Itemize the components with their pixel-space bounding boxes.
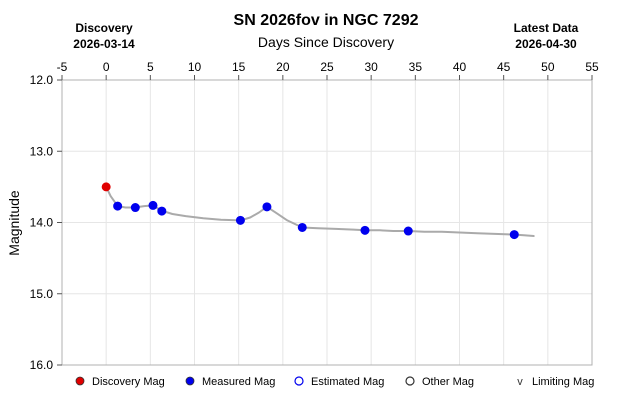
y-tick-label: 12.0 xyxy=(30,73,54,87)
trend-line-layer xyxy=(105,185,535,237)
data-point-layer xyxy=(101,182,519,240)
limiting-mag-legend-label: Limiting Mag xyxy=(532,376,594,388)
measured-mag-point xyxy=(113,201,123,211)
measured-mag-legend-marker xyxy=(185,376,195,386)
latest-data-date: 2026-04-30 xyxy=(515,37,577,51)
discovery-mag-point xyxy=(101,182,111,192)
other-mag-legend-marker xyxy=(405,376,415,386)
estimated-mag-legend-marker xyxy=(294,376,304,386)
measured-mag-point xyxy=(360,225,370,235)
y-axis-ticks: 12.0 13.0 14.0 15.0 16.0 xyxy=(30,73,62,372)
measured-mag-point xyxy=(509,230,519,240)
x-tick-label: 35 xyxy=(409,60,423,74)
x-tick-label: 20 xyxy=(276,60,290,74)
x-tick-label: 45 xyxy=(497,60,511,74)
y-tick-label: 14.0 xyxy=(30,216,54,230)
discovery-mag-legend-marker xyxy=(75,376,85,386)
x-tick-label: 0 xyxy=(103,60,110,74)
top-x-axis-label: Days Since Discovery xyxy=(258,34,394,50)
measured-mag-point xyxy=(262,202,272,212)
y-axis-label: Magnitude xyxy=(6,190,22,256)
y-tick-label: 16.0 xyxy=(30,358,54,372)
y-tick-label: 13.0 xyxy=(30,144,54,158)
x-tick-label: 15 xyxy=(232,60,246,74)
discovery-mag-legend-label: Discovery Mag xyxy=(92,376,165,388)
measured-mag-point xyxy=(297,222,307,232)
gridlines xyxy=(61,79,593,366)
measured-mag-point xyxy=(130,203,140,213)
discovery-date: 2026-03-14 xyxy=(73,37,135,51)
x-tick-label: 10 xyxy=(188,60,202,74)
legend: Discovery Mag Measured Mag Estimated Mag Ot… xyxy=(75,376,594,388)
estimated-mag-legend-label: Estimated Mag xyxy=(311,376,384,388)
measured-mag-point xyxy=(157,206,167,216)
measured-mag-point xyxy=(148,200,158,210)
measured-mag-legend-label: Measured Mag xyxy=(202,376,275,388)
x-tick-label: 50 xyxy=(541,60,555,74)
x-tick-label: 30 xyxy=(364,60,378,74)
x-tick-label: 5 xyxy=(147,60,154,74)
y-tick-label: 15.0 xyxy=(30,287,54,301)
x-tick-label: 40 xyxy=(453,60,467,74)
discovery-label: Discovery xyxy=(75,21,133,35)
limiting-mag-legend-marker: v xyxy=(517,376,523,388)
chart-title: SN 2026fov in NGC 7292 xyxy=(234,12,419,29)
x-tick-label: 25 xyxy=(320,60,334,74)
x-axis-ticks: -5 0 5 10 15 20 25 30 35 40 45 50 55 xyxy=(57,60,599,80)
x-tick-label: 55 xyxy=(585,60,599,74)
x-tick-label: -5 xyxy=(57,60,68,74)
measured-mag-point xyxy=(403,226,413,236)
other-mag-legend-label: Other Mag xyxy=(422,376,474,388)
trend-line xyxy=(105,185,535,237)
latest-data-label: Latest Data xyxy=(514,21,579,35)
measured-mag-point xyxy=(235,215,245,225)
